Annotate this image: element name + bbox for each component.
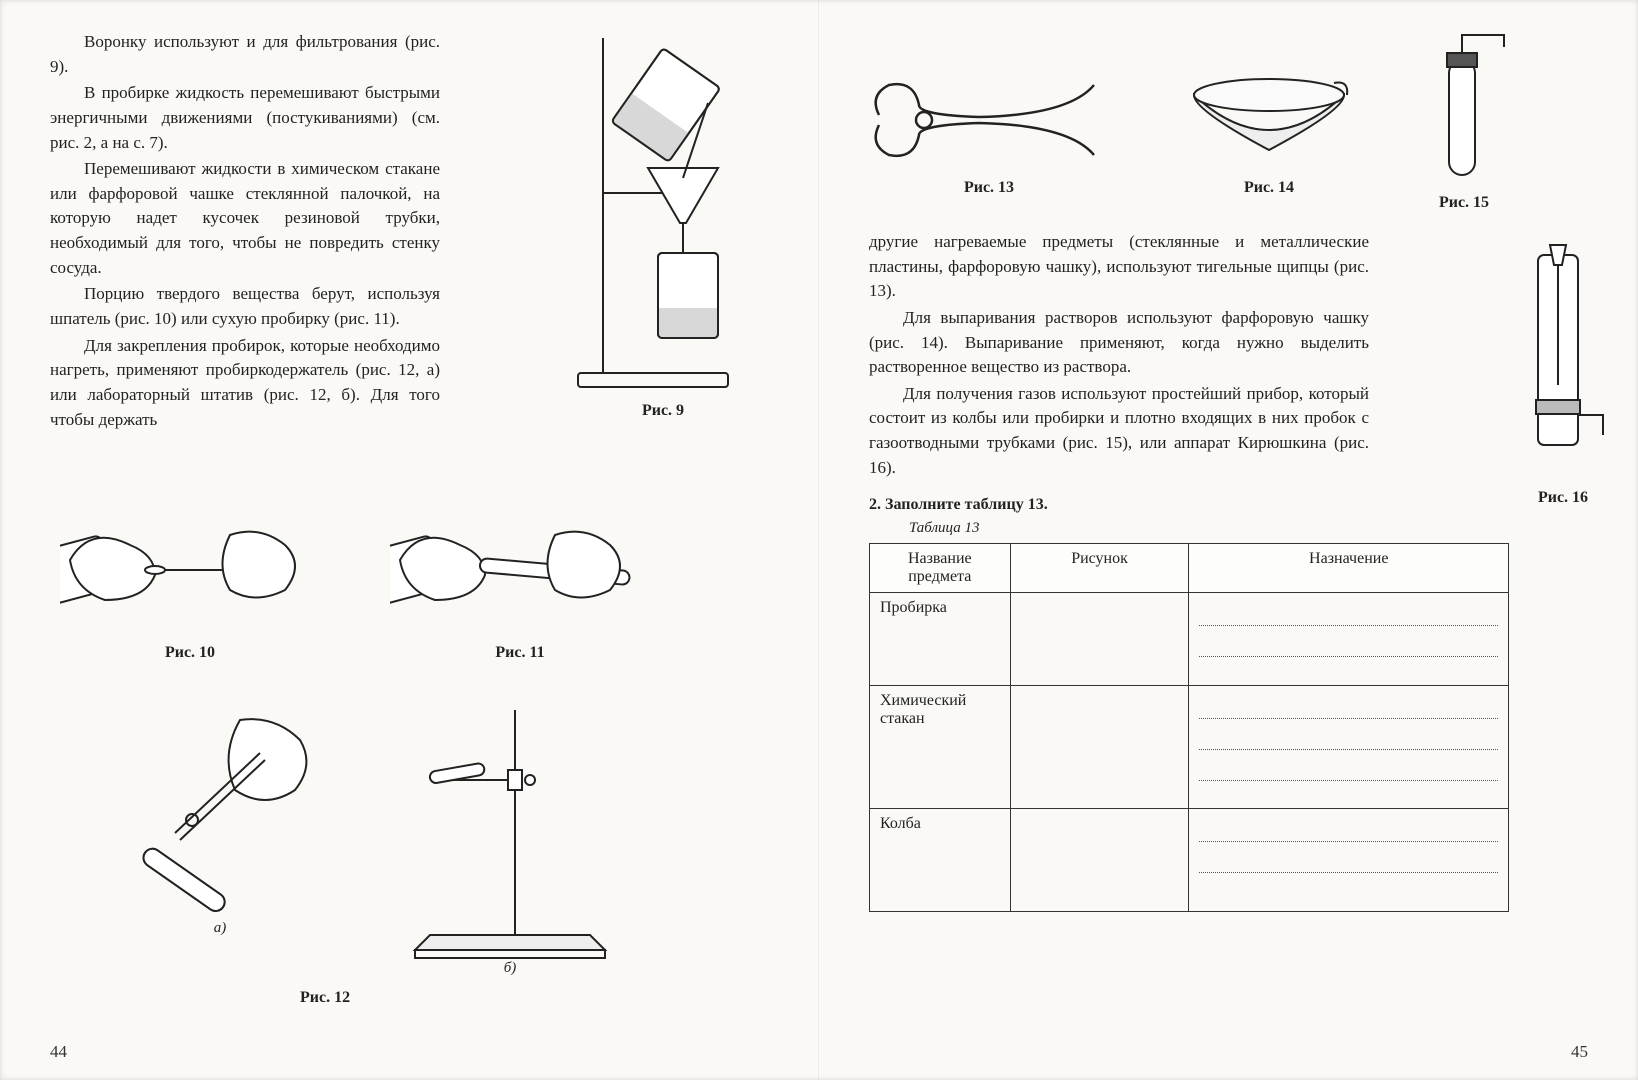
figure-12a: а) bbox=[120, 700, 320, 937]
figure-9: Рис. 9 bbox=[548, 18, 778, 420]
page-left: Воронку используют и для фильтро­вания (… bbox=[0, 0, 819, 1080]
figure-15: Рис. 15 bbox=[1409, 25, 1519, 212]
page-number-right: 45 bbox=[1571, 1042, 1588, 1062]
figure-12-label: Рис. 12 bbox=[300, 989, 350, 1007]
cell-name-1: Пробирка bbox=[870, 593, 1011, 686]
figure-14-label: Рис. 14 bbox=[1179, 179, 1359, 197]
right-para-2: Для выпаривания растворов используют фар… bbox=[869, 306, 1369, 380]
figure-10: Рис. 10 bbox=[60, 490, 320, 662]
cell-name-2: Химический стакан bbox=[870, 686, 1011, 809]
left-para-3: Перемешивают жидкости в химиче­ском стак… bbox=[50, 157, 440, 280]
table-caption: Таблица 13 bbox=[909, 520, 1588, 537]
right-text-column: другие нагреваемые предметы (стеклянные … bbox=[869, 230, 1369, 480]
th-name: Название предмета bbox=[870, 544, 1011, 593]
figure-12a-sub: а) bbox=[120, 920, 320, 937]
figure-10-label: Рис. 10 bbox=[60, 644, 320, 662]
figure-13: Рис. 13 bbox=[859, 55, 1119, 197]
left-text-column: Воронку используют и для фильтро­вания (… bbox=[50, 30, 440, 432]
table-13: Название предмета Рисунок Назначение Про… bbox=[869, 543, 1509, 912]
tube-holder-icon bbox=[120, 700, 320, 920]
cell-purpose-1[interactable] bbox=[1189, 593, 1509, 686]
spatula-hand-icon bbox=[60, 490, 320, 640]
cell-drawing-3[interactable] bbox=[1010, 809, 1189, 912]
cell-drawing-2[interactable] bbox=[1010, 686, 1189, 809]
figure-13-label: Рис. 13 bbox=[859, 179, 1119, 197]
right-para-3: Для получения газов используют простейши… bbox=[869, 382, 1369, 481]
cell-name-3: Колба bbox=[870, 809, 1011, 912]
kiryushkin-apparatus-icon bbox=[1508, 235, 1618, 485]
left-para-2: В пробирке жидкость перемеши­вают быстры… bbox=[50, 81, 440, 155]
cell-purpose-2[interactable] bbox=[1189, 686, 1509, 809]
porcelain-dish-icon bbox=[1179, 55, 1359, 175]
figure-16: Рис. 16 bbox=[1508, 235, 1618, 507]
page-number-left: 44 bbox=[50, 1042, 67, 1062]
left-para-1: Воронку используют и для фильтро­вания (… bbox=[50, 30, 440, 79]
figure-11-label: Рис. 11 bbox=[390, 644, 650, 662]
table-row: Пробирка bbox=[870, 593, 1509, 686]
figure-14: Рис. 14 bbox=[1179, 55, 1359, 197]
left-para-4: Порцию твердого вещества берут, ис­польз… bbox=[50, 282, 440, 331]
figure-16-label: Рис. 16 bbox=[1508, 489, 1618, 507]
dry-tube-hand-icon bbox=[390, 490, 650, 640]
th-drawing: Рисунок bbox=[1010, 544, 1189, 593]
page-right: Рис. 13 Рис. 14 bbox=[819, 0, 1638, 1080]
table-header-row: Название предмета Рисунок Назначение bbox=[870, 544, 1509, 593]
left-para-5: Для закрепления пробирок, которые необхо… bbox=[50, 334, 440, 433]
th-purpose: Назначение bbox=[1189, 544, 1509, 593]
figure-12b-sub: б) bbox=[390, 960, 630, 977]
crucible-tongs-icon bbox=[859, 55, 1119, 175]
figure-11: Рис. 11 bbox=[390, 490, 650, 662]
figure-12b: б) bbox=[390, 700, 630, 977]
filtration-stand-icon bbox=[548, 18, 778, 398]
table-row: Колба bbox=[870, 809, 1509, 912]
task-heading: 2. Заполните таблицу 13. bbox=[869, 496, 1588, 514]
gas-tube-apparatus-icon bbox=[1409, 25, 1519, 190]
right-para-1: другие нагреваемые предметы (стеклянные … bbox=[869, 230, 1369, 304]
lab-stand-icon bbox=[390, 700, 630, 960]
book-spread: Воронку используют и для фильтро­вания (… bbox=[0, 0, 1638, 1080]
cell-purpose-3[interactable] bbox=[1189, 809, 1509, 912]
cell-drawing-1[interactable] bbox=[1010, 593, 1189, 686]
figure-9-label: Рис. 9 bbox=[548, 402, 778, 420]
table-row: Химический стакан bbox=[870, 686, 1509, 809]
figure-15-label: Рис. 15 bbox=[1409, 194, 1519, 212]
